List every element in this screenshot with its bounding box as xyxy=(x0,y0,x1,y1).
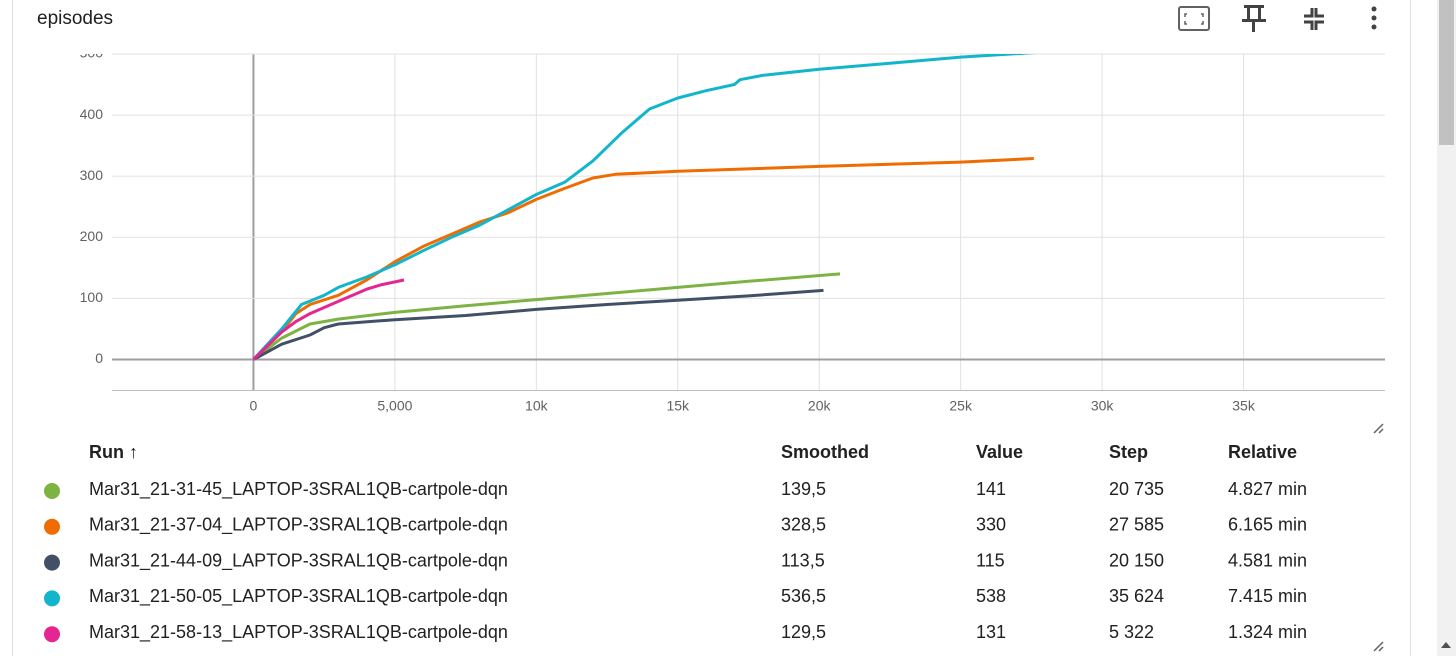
table-cell: 131 xyxy=(976,622,1006,642)
x-tick-label: 25k xyxy=(949,398,973,414)
table-cell: 129,5 xyxy=(781,622,826,642)
table-cell: 5 322 xyxy=(1109,622,1154,642)
table-cell: 35 624 xyxy=(1109,586,1164,606)
table-cell: 27 585 xyxy=(1109,515,1164,535)
run-color-dot xyxy=(44,590,60,607)
scroll-arrow[interactable] xyxy=(1441,642,1451,648)
run-color-dot xyxy=(44,518,60,535)
table-cell: 4.827 min xyxy=(1228,479,1307,499)
table-cell: 113,5 xyxy=(781,550,825,570)
card-title: episodes xyxy=(37,8,113,29)
table-cell: Mar31_21-50-05_LAPTOP-3SRAL1QB-cartpole-… xyxy=(89,586,508,607)
run-color-dot xyxy=(44,483,60,499)
series-line xyxy=(252,272,841,361)
table-cell: 330 xyxy=(976,515,1006,535)
table: Run ↑ Smoothed Value Step Relative Mar31_21-3… xyxy=(44,442,1307,643)
x-tick-label: 15k xyxy=(666,398,690,414)
y-tick-label: 500 xyxy=(80,45,104,61)
x-tick-label: 30k xyxy=(1091,398,1115,414)
x-tick-label: 10k xyxy=(525,398,549,414)
run-color-dot xyxy=(44,626,60,643)
table-cell: 7.415 min xyxy=(1228,586,1307,606)
series-line xyxy=(252,54,1038,361)
column-header: Run ↑ xyxy=(89,442,138,462)
column-header: Smoothed xyxy=(781,442,869,462)
y-tick-label: 400 xyxy=(80,106,104,122)
x-tick-label: 35k xyxy=(1232,398,1256,414)
table-cell: 536,5 xyxy=(781,586,826,606)
run-color-dot xyxy=(44,554,60,571)
table-cell: Mar31_21-31-45_LAPTOP-3SRAL1QB-cartpole-… xyxy=(89,479,508,500)
table-cell: 115 xyxy=(976,550,1005,570)
plot xyxy=(252,54,1038,361)
table-cell: Mar31_21-44-09_LAPTOP-3SRAL1QB-cartpole-… xyxy=(89,550,508,571)
table-cell: 4.581 min xyxy=(1228,550,1307,570)
table-cell: 1.324 min xyxy=(1228,622,1307,642)
table-cell: 139,5 xyxy=(781,479,826,499)
table-cell: Mar31_21-37-04_LAPTOP-3SRAL1QB-cartpole-… xyxy=(89,515,508,536)
grid: 0 5,000 10k 15k 20k 25k 30k 35k xyxy=(112,53,1385,414)
column-header: Step xyxy=(1109,442,1148,462)
table-cell: 538 xyxy=(976,586,1006,606)
x-tick-label: 20k xyxy=(808,398,832,414)
table-cell: 20 735 xyxy=(1109,479,1164,499)
table-cell: 6.165 min xyxy=(1228,515,1307,535)
y-tick-label: 100 xyxy=(80,289,104,305)
resize-handle[interactable] xyxy=(1373,423,1384,434)
column-header: Value xyxy=(976,442,1023,462)
x-tick-label: 5,000 xyxy=(377,398,412,414)
pin-icon[interactable] xyxy=(1242,5,1266,32)
table-cell: 328,5 xyxy=(781,515,826,535)
series-line xyxy=(252,278,405,361)
series-line xyxy=(252,288,824,361)
collapse-icon[interactable] xyxy=(1304,8,1324,30)
y-tick-label: 200 xyxy=(80,228,104,244)
table-cell: 20 150 xyxy=(1109,550,1164,570)
y-tick-label: 300 xyxy=(80,167,104,183)
table-cell: Mar31_21-58-13_LAPTOP-3SRAL1QB-cartpole-… xyxy=(89,622,508,643)
fit-icon[interactable] xyxy=(1178,6,1210,31)
scrollbar[interactable] xyxy=(1437,0,1456,656)
table-cell: 141 xyxy=(976,479,1006,499)
y-tick-label: 0 xyxy=(95,350,103,366)
menu-icon[interactable] xyxy=(1371,6,1377,30)
resize-handle[interactable] xyxy=(1373,641,1384,652)
column-header: Relative xyxy=(1228,442,1297,462)
scrollbar-thumb[interactable] xyxy=(1439,0,1454,145)
series-line xyxy=(252,157,1034,361)
y-labels: 0 100 200 300 400 500 xyxy=(80,45,104,366)
x-tick-label: 0 xyxy=(250,398,258,414)
